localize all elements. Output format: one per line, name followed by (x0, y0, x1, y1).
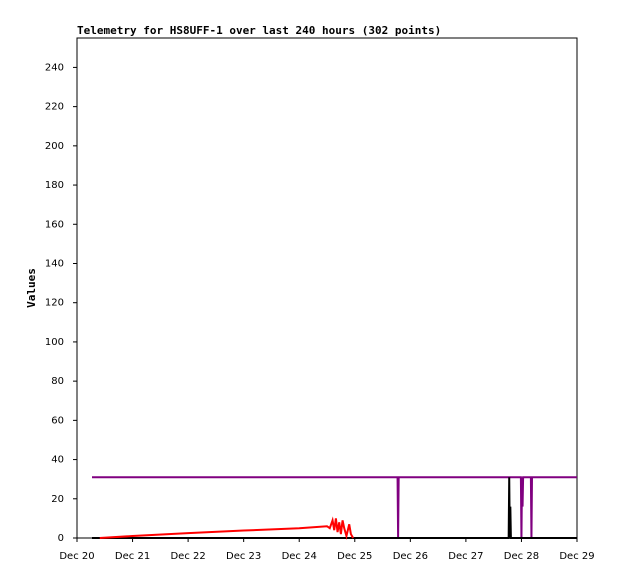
x-tick-label: Dec 23 (226, 551, 261, 562)
y-tick-label: 220 (45, 102, 64, 113)
y-tick-label: 140 (45, 258, 64, 269)
y-tick-label: 180 (45, 180, 64, 191)
y-tick-label: 100 (45, 337, 64, 348)
chart-title: Telemetry for HS8UFF-1 over last 240 hou… (77, 24, 441, 37)
x-tick-label: Dec 22 (170, 551, 205, 562)
x-tick-label: Dec 27 (448, 551, 483, 562)
y-tick-label: 200 (45, 141, 64, 152)
y-tick-label: 120 (45, 298, 64, 309)
y-tick-label: 240 (45, 62, 64, 73)
y-tick-label: 40 (51, 455, 64, 466)
y-tick-label: 0 (58, 533, 64, 544)
series-line (92, 477, 577, 539)
y-tick-label: 160 (45, 219, 64, 230)
x-tick-label: Dec 25 (337, 551, 372, 562)
x-tick-label: Dec 20 (59, 551, 94, 562)
x-tick-label: Dec 24 (282, 551, 317, 562)
y-tick-label: 80 (51, 376, 64, 387)
x-tick-label: Dec 26 (393, 551, 428, 562)
x-tick-label: Dec 21 (115, 551, 150, 562)
y-tick-label: 60 (51, 415, 64, 426)
y-tick-label: 20 (51, 494, 64, 505)
x-tick-label: Dec 29 (559, 551, 594, 562)
y-axis-label: Values (25, 268, 38, 308)
series-line (99, 516, 354, 541)
x-tick-label: Dec 28 (504, 551, 539, 562)
